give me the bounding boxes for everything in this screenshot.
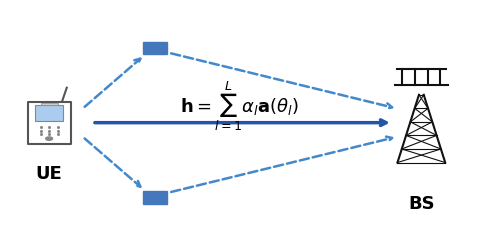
Bar <box>28 102 71 144</box>
Bar <box>40 103 58 105</box>
Bar <box>144 42 167 54</box>
Text: UE: UE <box>36 165 62 183</box>
Text: $\mathbf{h} = \sum_{l=1}^{L} \alpha_l \mathbf{a}(\theta_l)$: $\mathbf{h} = \sum_{l=1}^{L} \alpha_l \m… <box>180 80 300 133</box>
Circle shape <box>46 137 52 140</box>
Bar <box>144 191 167 204</box>
Bar <box>35 105 63 121</box>
Text: BS: BS <box>408 195 435 213</box>
